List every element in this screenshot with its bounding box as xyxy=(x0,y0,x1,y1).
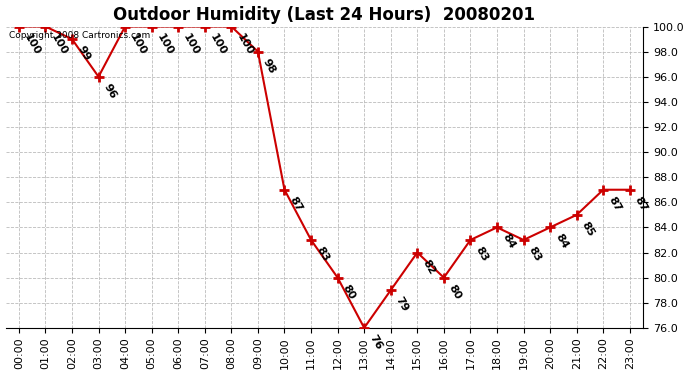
Text: 84: 84 xyxy=(553,232,570,251)
Text: 83: 83 xyxy=(526,245,543,263)
Text: 84: 84 xyxy=(500,232,517,251)
Text: 76: 76 xyxy=(367,333,384,351)
Text: 83: 83 xyxy=(473,245,490,263)
Text: 83: 83 xyxy=(314,245,331,263)
Title: Outdoor Humidity (Last 24 Hours)  20080201: Outdoor Humidity (Last 24 Hours) 2008020… xyxy=(113,6,535,24)
Text: 100: 100 xyxy=(22,32,42,57)
Text: 79: 79 xyxy=(394,295,411,314)
Text: 85: 85 xyxy=(580,220,596,238)
Text: 100: 100 xyxy=(235,32,255,57)
Text: 87: 87 xyxy=(288,195,304,213)
Text: 100: 100 xyxy=(128,32,148,57)
Text: 98: 98 xyxy=(261,57,277,75)
Text: Copyright 2008 Cartronics.com: Copyright 2008 Cartronics.com xyxy=(9,31,150,40)
Text: 80: 80 xyxy=(447,283,464,301)
Text: 87: 87 xyxy=(633,195,649,213)
Text: 100: 100 xyxy=(155,32,175,57)
Text: 99: 99 xyxy=(75,44,92,63)
Text: 100: 100 xyxy=(48,32,69,57)
Text: 80: 80 xyxy=(341,283,357,301)
Text: 100: 100 xyxy=(181,32,201,57)
Text: 87: 87 xyxy=(607,195,623,213)
Text: 100: 100 xyxy=(208,32,228,57)
Text: 96: 96 xyxy=(101,82,118,100)
Text: 82: 82 xyxy=(420,258,437,276)
